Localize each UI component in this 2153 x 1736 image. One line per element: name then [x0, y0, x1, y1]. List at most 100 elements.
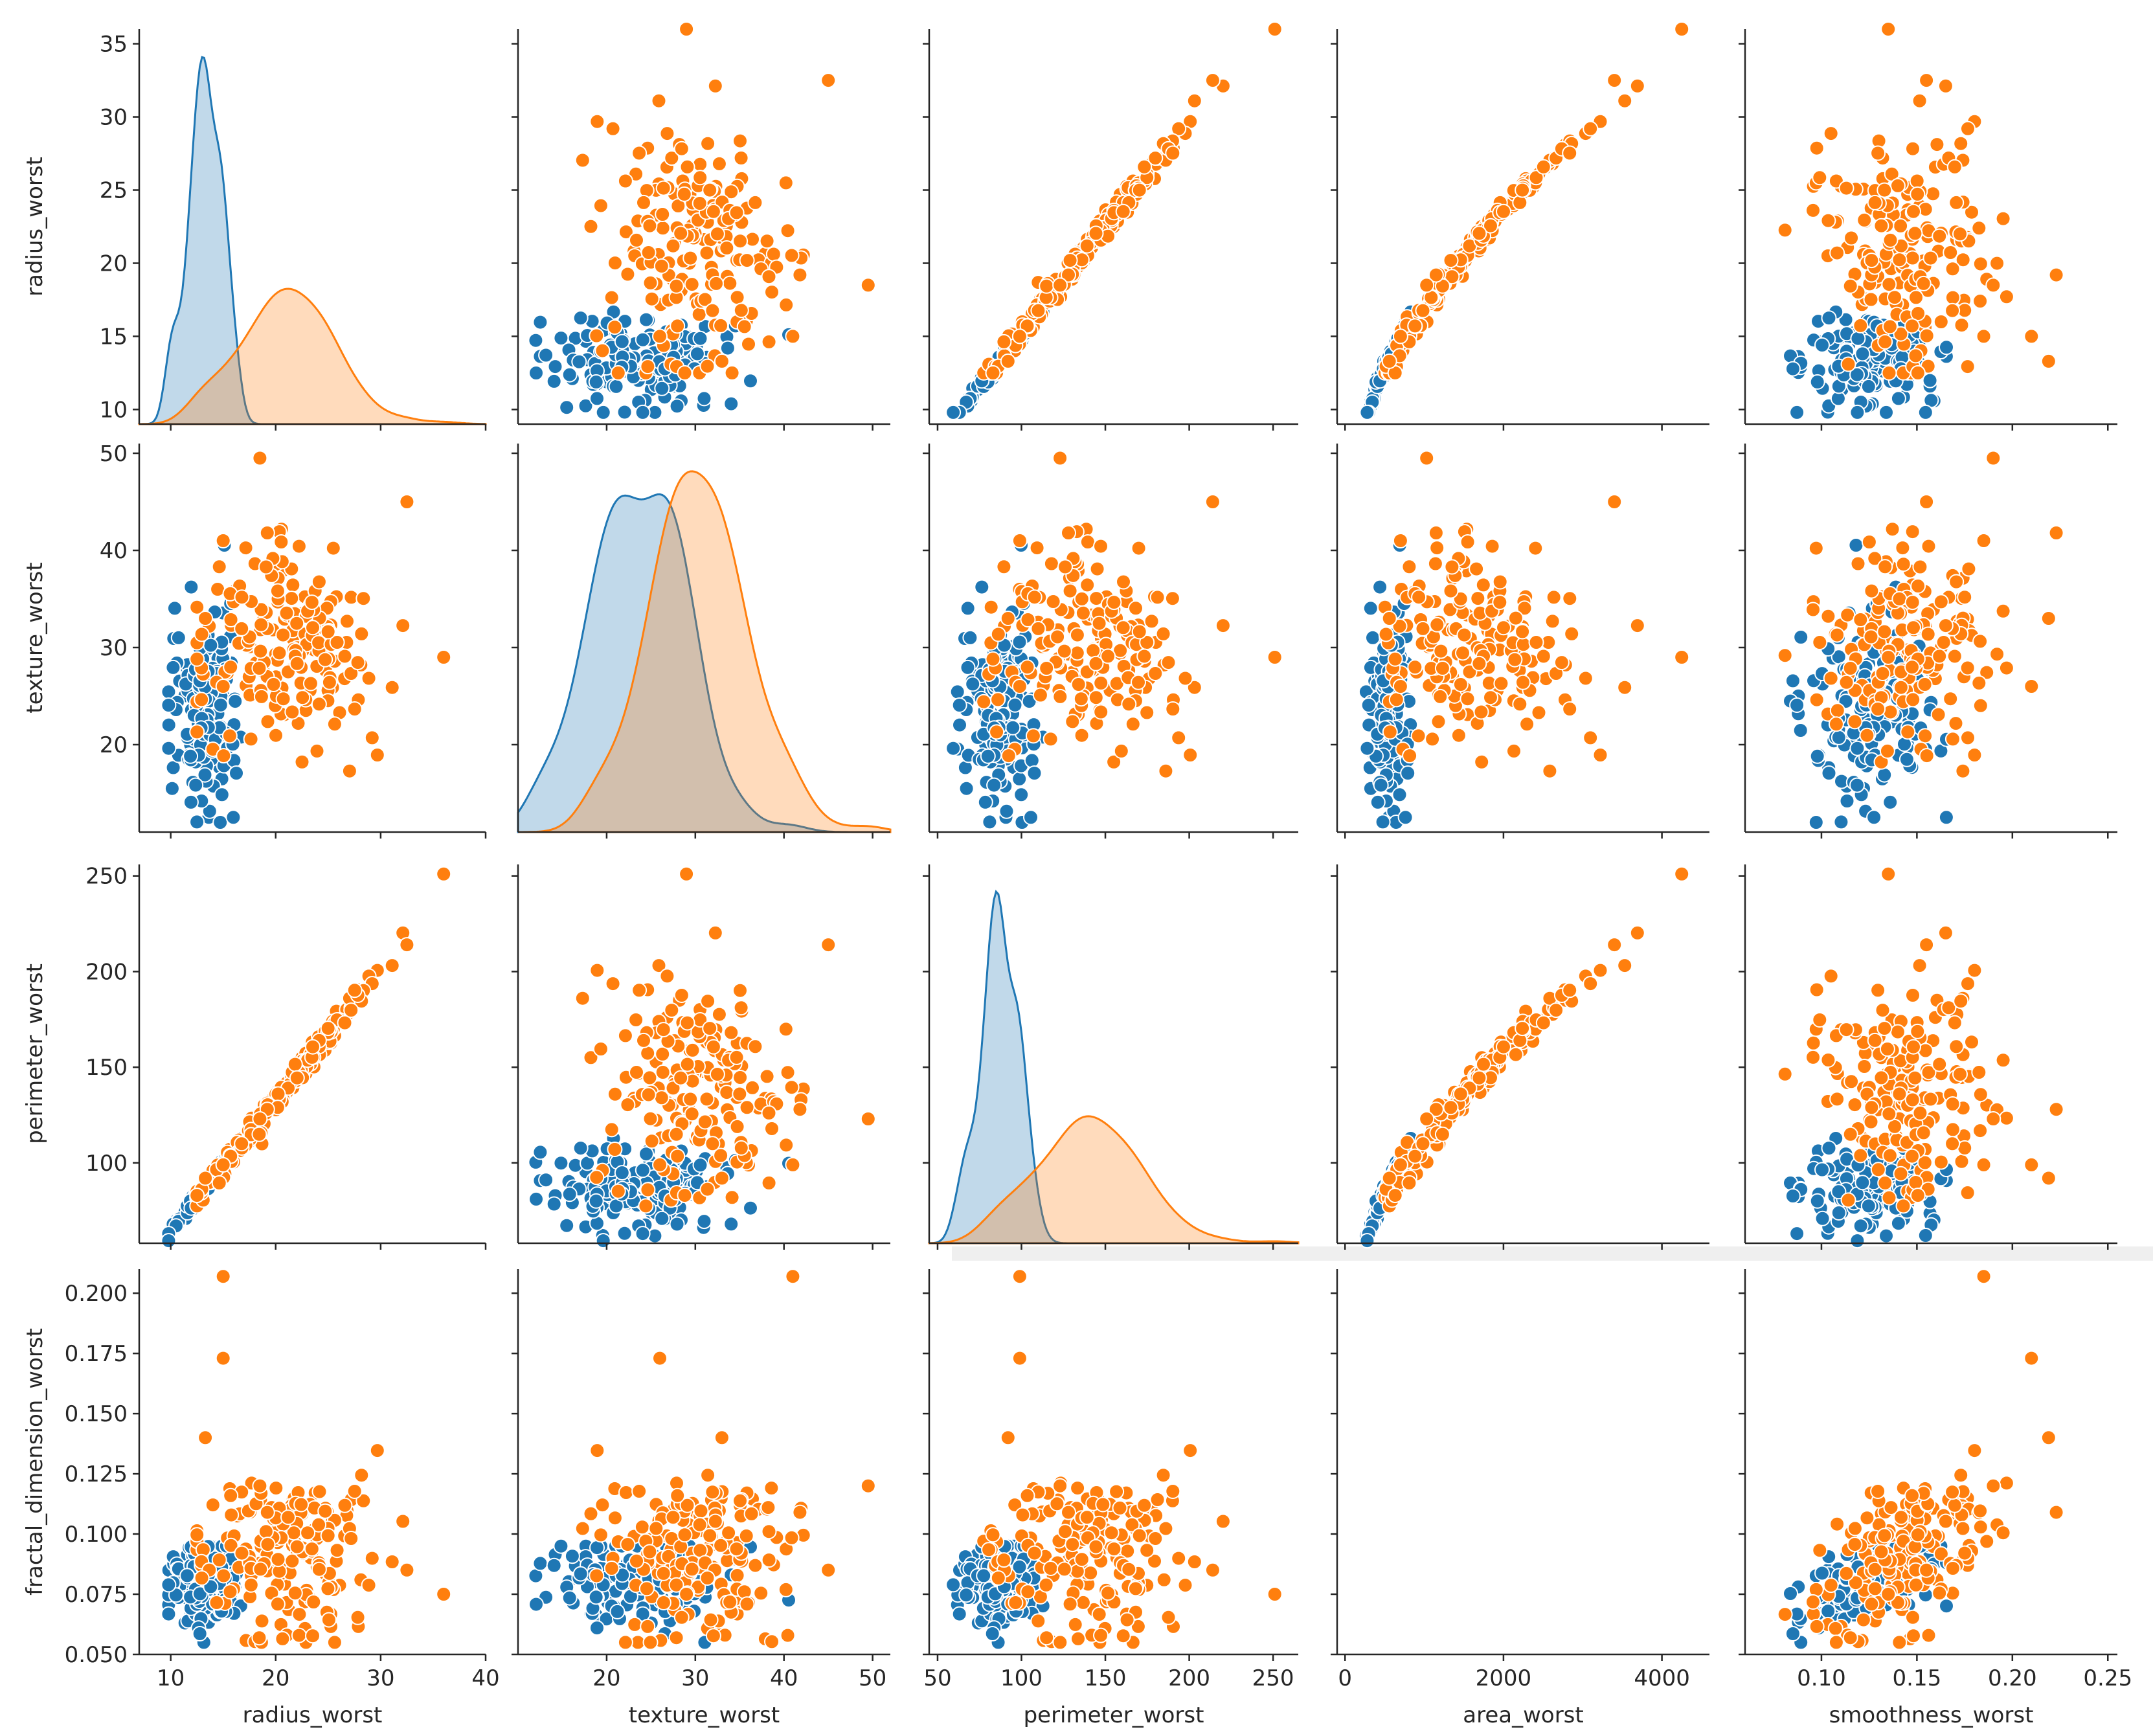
data-point: [1079, 534, 1096, 550]
data-point: [265, 677, 282, 692]
data-point: [343, 1002, 359, 1019]
data-point: [1401, 1175, 1417, 1191]
data-point: [1011, 679, 1028, 694]
data-point: [320, 1020, 336, 1037]
data-point: [1592, 747, 1608, 763]
data-point: [1907, 1070, 1923, 1086]
data-point: [1674, 21, 1690, 37]
data-point: [337, 648, 353, 664]
data-point: [1186, 93, 1202, 109]
data-point: [339, 613, 355, 629]
data-point: [1906, 203, 1921, 220]
data-point: [1959, 660, 1976, 676]
data-point: [1856, 1059, 1873, 1074]
data-point: [1519, 716, 1535, 732]
data-point: [664, 1002, 680, 1019]
data-point: [692, 1157, 708, 1173]
data-point: [1378, 626, 1394, 642]
panel-texture_worst-vs-smoothness_worst: [1739, 444, 2117, 839]
data-point: [761, 1175, 777, 1191]
data-point: [268, 1480, 284, 1496]
data-point: [2048, 525, 2064, 541]
data-point: [1895, 1198, 1911, 1214]
data-point: [546, 1196, 562, 1212]
data-point: [1904, 1148, 1920, 1164]
data-point: [355, 591, 372, 607]
data-point: [1381, 1170, 1397, 1186]
data-point: [759, 1068, 775, 1085]
y-tick-label: 25: [100, 178, 128, 204]
data-point: [1419, 1111, 1435, 1127]
data-point: [607, 1142, 623, 1157]
data-point: [259, 525, 275, 541]
data-point: [684, 1042, 701, 1058]
data-point: [528, 1191, 544, 1207]
data-point: [532, 1555, 548, 1572]
data-point: [653, 258, 670, 274]
data-point: [1415, 1136, 1431, 1152]
data-point: [764, 1634, 780, 1650]
data-point: [189, 1188, 205, 1204]
data-point: [700, 993, 716, 1009]
data-point: [705, 1628, 721, 1644]
data-point: [1267, 649, 1283, 665]
data-point: [1929, 137, 1945, 153]
y-tick-label: 20: [100, 732, 128, 758]
data-point: [1113, 743, 1129, 759]
data-point: [702, 182, 718, 198]
data-point: [1812, 1012, 1828, 1028]
data-point: [642, 275, 659, 291]
data-point: [629, 1065, 644, 1080]
data-point: [778, 1137, 795, 1153]
y-axis-label: radius_worst: [22, 157, 48, 297]
data-point: [1147, 150, 1164, 166]
data-point: [1910, 1023, 1926, 1039]
data-point: [291, 1606, 308, 1623]
data-point: [321, 1612, 337, 1628]
data-point: [860, 1111, 876, 1127]
data-point: [1045, 594, 1061, 609]
data-point: [260, 1537, 276, 1553]
data-point: [1407, 318, 1423, 334]
data-point: [1911, 93, 1928, 109]
data-point: [723, 184, 739, 200]
data-point: [1131, 674, 1146, 690]
data-point: [729, 1118, 745, 1134]
data-point: [696, 1213, 712, 1230]
data-point: [287, 1585, 303, 1601]
y-tick-label: 40: [100, 538, 128, 564]
data-point: [1039, 660, 1055, 676]
data-point: [1875, 1002, 1891, 1019]
data-point: [188, 777, 204, 793]
data-point: [655, 1022, 671, 1038]
data-point: [572, 1566, 589, 1582]
data-point: [1867, 194, 1883, 210]
data-point: [1370, 794, 1386, 810]
data-point: [1908, 348, 1924, 364]
data-point: [1814, 1162, 1830, 1178]
data-point: [1160, 655, 1177, 671]
data-point: [719, 1085, 735, 1101]
data-point: [1809, 692, 1825, 708]
data-point: [682, 250, 699, 266]
data-point: [733, 1000, 749, 1016]
data-point: [1911, 958, 1928, 974]
data-point: [197, 1430, 214, 1446]
data-point: [1829, 627, 1845, 643]
data-point: [1131, 540, 1147, 556]
data-point: [1955, 252, 1971, 268]
data-point: [1895, 540, 1911, 556]
data-point: [1204, 494, 1221, 510]
data-point: [989, 724, 1005, 740]
data-point: [607, 255, 623, 271]
data-point: [574, 1520, 591, 1537]
data-point: [665, 1509, 681, 1526]
y-tick-label: 100: [85, 1151, 128, 1177]
data-point: [1899, 751, 1915, 767]
data-point: [284, 704, 300, 720]
data-point: [1506, 743, 1522, 759]
data-point: [564, 1548, 580, 1564]
data-point: [1847, 1097, 1863, 1113]
data-point: [1030, 302, 1046, 319]
data-point: [304, 1541, 320, 1557]
